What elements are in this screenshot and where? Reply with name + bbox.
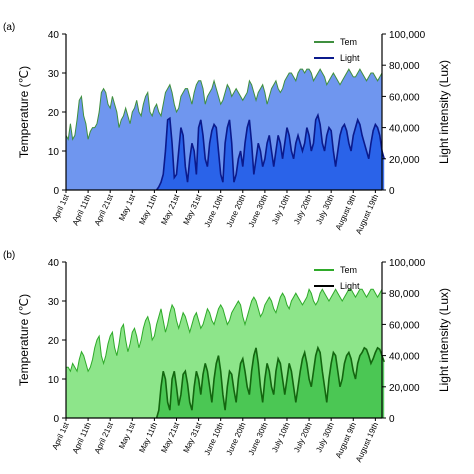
x-tick-label: May 1st bbox=[117, 192, 137, 222]
x-tick-label: July 20th bbox=[292, 421, 314, 454]
x-tick-label: April 11th bbox=[71, 193, 93, 227]
x-tick-label: May 11th bbox=[137, 421, 159, 454]
x-tick-label: May 21st bbox=[159, 192, 181, 226]
legend-tem-label: Tem bbox=[340, 265, 357, 275]
x-tick-label: April 11th bbox=[71, 421, 93, 455]
x-tick-label: May 31st bbox=[182, 420, 204, 454]
light-line bbox=[155, 112, 385, 191]
x-tick-label: June 30th bbox=[247, 421, 270, 457]
x-tick-label: June 10th bbox=[202, 421, 225, 457]
right-tick-label: 100,000 bbox=[389, 258, 426, 269]
x-tick-label: July 10th bbox=[270, 421, 292, 454]
left-tick-label: 10 bbox=[48, 375, 60, 386]
x-tick-label: August 9th bbox=[334, 193, 358, 231]
right-tick-label: 100,000 bbox=[389, 30, 426, 41]
left-tick-label: 20 bbox=[48, 108, 60, 119]
left-tick-label: 10 bbox=[48, 147, 60, 158]
x-tick-label: August 19th bbox=[354, 421, 380, 464]
x-tick-label: June 10th bbox=[202, 193, 225, 229]
right-tick-label: 0 bbox=[389, 414, 395, 425]
left-tick-label: 40 bbox=[48, 30, 60, 41]
x-tick-label: May 11th bbox=[137, 193, 159, 226]
temperature-line bbox=[66, 288, 383, 373]
right-tick-label: 60,000 bbox=[389, 92, 420, 103]
x-tick-label: July 30th bbox=[314, 421, 336, 454]
right-axis-label: Light intensity (Lux) bbox=[437, 288, 451, 392]
left-axis-label: Temperature (℃) bbox=[17, 66, 31, 158]
x-tick-label: July 30th bbox=[314, 193, 336, 226]
left-tick-label: 20 bbox=[48, 336, 60, 347]
x-tick-label: April 21st bbox=[93, 420, 116, 455]
x-tick-label: August 19th bbox=[354, 193, 380, 236]
x-tick-label: June 20th bbox=[225, 421, 248, 457]
chart-panel-a: 0 10 20 30 40 0 20,000 40,000 60,000 80,000 100,00… bbox=[3, 22, 451, 236]
right-axis-label: Light intensity (Lux) bbox=[437, 60, 451, 164]
left-tick-label: 30 bbox=[48, 297, 60, 308]
left-tick-label: 30 bbox=[48, 69, 60, 80]
x-tick-label: June 30th bbox=[247, 193, 270, 229]
right-tick-label: 0 bbox=[389, 186, 395, 197]
x-tick-label: May 31st bbox=[182, 192, 204, 226]
right-tick-label: 20,000 bbox=[389, 155, 420, 166]
x-tick-label: May 21st bbox=[159, 420, 181, 454]
right-tick-label: 80,000 bbox=[389, 61, 420, 72]
right-tick-label: 40,000 bbox=[389, 352, 420, 363]
x-tick-label: August 9th bbox=[334, 421, 358, 459]
temperature-line bbox=[65, 68, 383, 141]
right-tick-label: 60,000 bbox=[389, 320, 420, 331]
x-tick-label: June 20th bbox=[225, 193, 248, 229]
left-tick-label: 0 bbox=[53, 186, 59, 197]
light-line bbox=[155, 345, 385, 419]
left-axis-label: Temperature (℃) bbox=[17, 294, 31, 386]
x-tick-label: July 10th bbox=[270, 193, 292, 226]
left-tick-label: 0 bbox=[53, 414, 59, 425]
right-tick-label: 40,000 bbox=[389, 124, 420, 135]
x-tick-label: July 20th bbox=[292, 193, 314, 226]
left-tick-label: 40 bbox=[48, 258, 60, 269]
legend-tem-label: Tem bbox=[340, 37, 357, 47]
x-tick-label: May 1st bbox=[117, 420, 137, 450]
legend-light-label: Light bbox=[340, 53, 360, 63]
panel-label: (b) bbox=[3, 250, 15, 261]
chart-panel-b: 0 10 20 30 40 0 20,000 40,000 60,000 80,000 100,00… bbox=[3, 250, 451, 464]
legend-light-label: Light bbox=[340, 281, 360, 291]
panel-label: (a) bbox=[3, 22, 15, 33]
right-tick-label: 20,000 bbox=[389, 383, 420, 394]
x-tick-label: April 21st bbox=[93, 192, 116, 227]
right-tick-label: 80,000 bbox=[389, 289, 420, 300]
